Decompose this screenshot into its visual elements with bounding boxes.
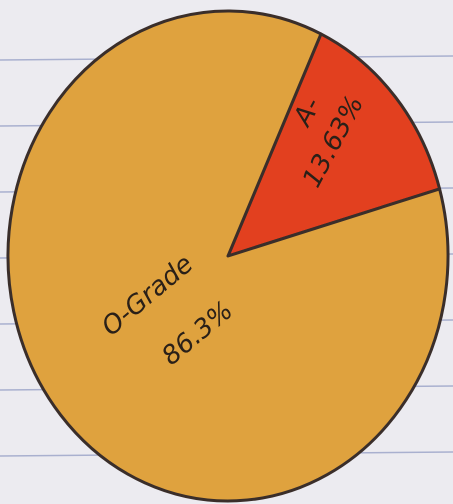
pie-slice — [6, 9, 450, 503]
pie — [6, 9, 450, 503]
pie-slice — [226, 32, 442, 258]
